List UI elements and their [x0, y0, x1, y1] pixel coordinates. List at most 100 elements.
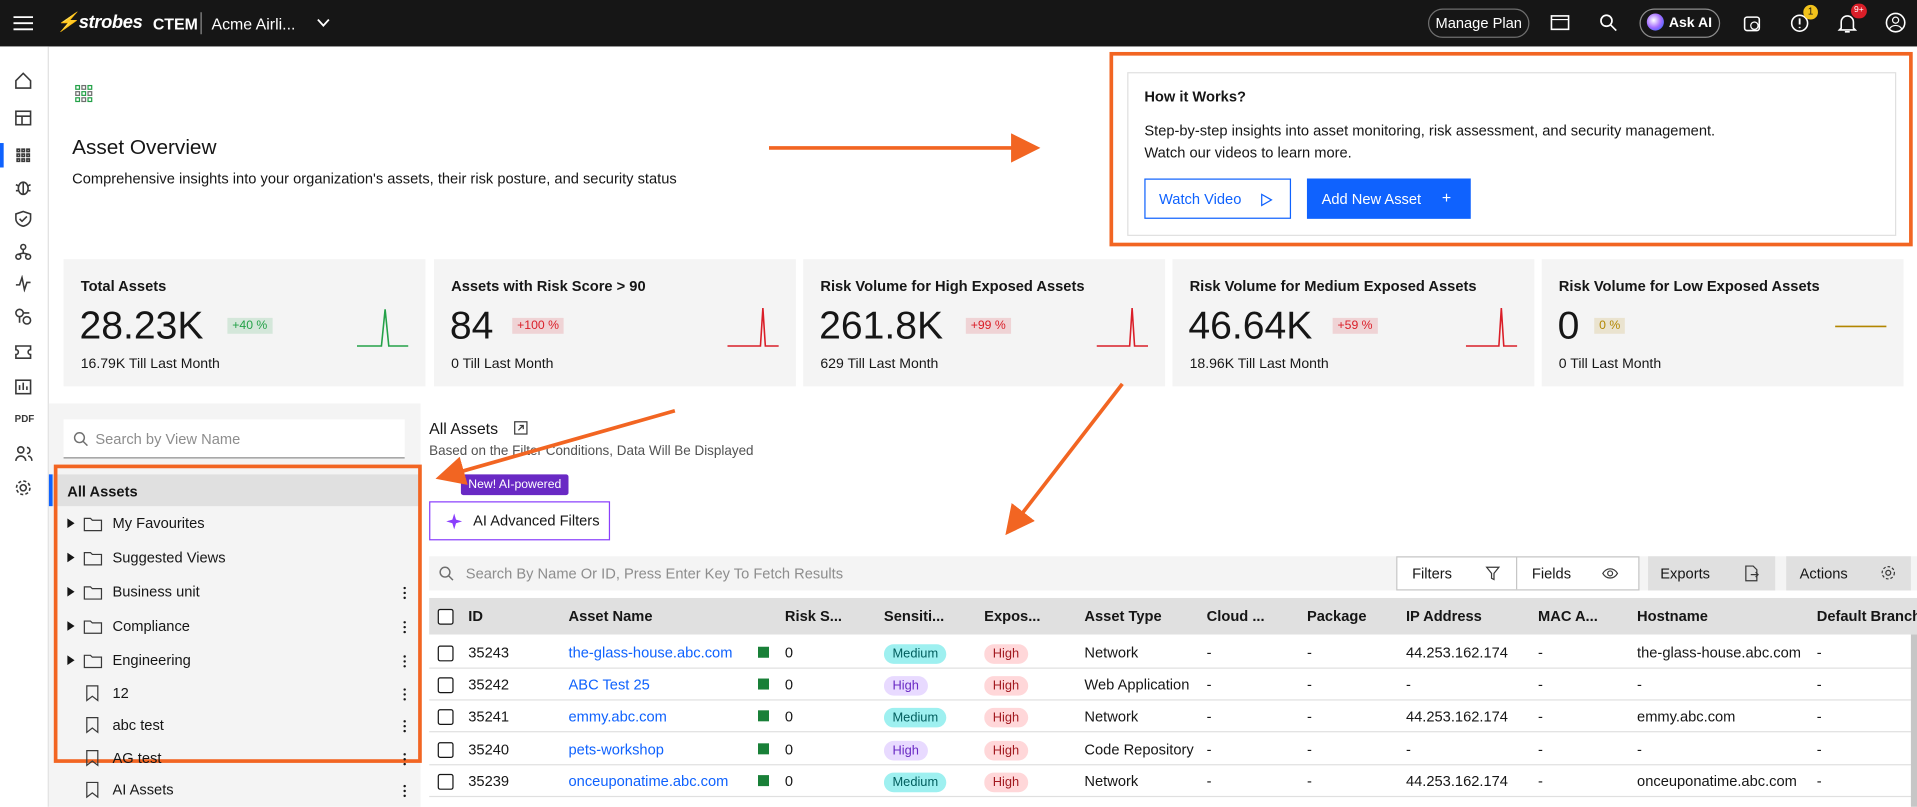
column-header[interactable]: MAC A...	[1538, 607, 1598, 625]
row-divider	[429, 699, 1917, 701]
nav-tickets[interactable]	[15, 345, 32, 360]
cell: Medium	[883, 637, 982, 669]
nav-settings[interactable]	[15, 479, 32, 496]
column-header[interactable]: Sensiti...	[883, 607, 945, 625]
cell: High	[984, 733, 1082, 765]
sparkline	[1465, 308, 1518, 347]
sparkle-icon	[446, 513, 463, 530]
checkbox[interactable]	[437, 677, 454, 694]
page-title: Asset Overview	[72, 135, 217, 159]
cell: -	[1538, 772, 1543, 790]
manage-plan-button[interactable]: Manage Plan	[1427, 8, 1530, 38]
exposure-chip: High	[984, 772, 1028, 792]
nav-compliance[interactable]	[15, 210, 32, 227]
nav-activity[interactable]	[15, 275, 32, 293]
nav-integrations[interactable]	[15, 308, 32, 325]
reports-icon[interactable]	[1742, 13, 1762, 33]
sparkline	[1096, 308, 1149, 347]
tree-item[interactable]: Compliance	[49, 609, 421, 643]
column-header[interactable]: ID	[468, 607, 483, 625]
tree-item[interactable]: AI Assets	[49, 773, 421, 807]
watch-video-button[interactable]: Watch Video	[1144, 178, 1292, 219]
column-header[interactable]: Package	[1306, 607, 1367, 625]
column-header[interactable]: Risk S...	[784, 607, 842, 625]
tree-item[interactable]: AG test	[49, 740, 421, 774]
tree-icon	[83, 620, 103, 634]
checkbox[interactable]	[437, 773, 454, 790]
tree-icon	[403, 621, 406, 634]
exports-button[interactable]: Exports	[1648, 556, 1776, 591]
tree-item[interactable]: Engineering	[49, 643, 421, 677]
tree-label: Business unit	[112, 583, 200, 601]
ask-ai-button[interactable]: Ask AI	[1639, 8, 1721, 38]
checkbox[interactable]	[437, 709, 454, 726]
asset-link[interactable]: ABC Test 25	[568, 676, 650, 694]
checkbox[interactable]	[437, 741, 454, 758]
add-icon: +	[1441, 188, 1452, 207]
tree-item[interactable]: Business unit	[49, 575, 421, 609]
how-it-works-line: Watch our videos to learn more.	[1144, 144, 1352, 162]
asset-link[interactable]: emmy.abc.com	[568, 708, 667, 726]
asset-link[interactable]: the-glass-house.abc.com	[568, 644, 733, 662]
scrollbar	[1910, 634, 1917, 807]
checkbox[interactable]	[437, 608, 454, 625]
tree-item[interactable]: abc test	[49, 708, 421, 742]
nav-reports[interactable]	[15, 379, 32, 395]
column-header[interactable]: Hostname	[1637, 607, 1708, 625]
brand-logo[interactable]: ⚡strobes	[56, 12, 143, 34]
nav-active-indicator	[0, 143, 4, 168]
profile-icon[interactable]	[1885, 12, 1906, 33]
cell: -	[1306, 740, 1312, 758]
tree-icon	[83, 586, 103, 600]
column-header[interactable]: Default Branch	[1816, 607, 1917, 625]
column-header[interactable]: IP Address	[1405, 607, 1482, 625]
nav-users[interactable]	[15, 445, 33, 462]
tree-item[interactable]: Suggested Views	[49, 540, 421, 574]
cell: -	[1816, 740, 1822, 758]
ai-filters-button[interactable]: AI Advanced Filters	[429, 501, 611, 541]
how-it-works-title: How it Works?	[1144, 88, 1246, 106]
views-root[interactable]: All Assets	[48, 474, 421, 507]
add-asset-button[interactable]: Add New Asset +	[1306, 178, 1471, 219]
column-header[interactable]: Asset Name	[568, 607, 653, 625]
table-search-placeholder[interactable]: Search By Name Or ID, Press Enter Key To…	[465, 564, 844, 582]
asset-link[interactable]: onceuponatime.abc.com	[568, 772, 729, 790]
cell: emmy.abc.com	[1637, 708, 1736, 726]
nav-pdf[interactable]: PDF	[14, 413, 35, 425]
actions-button[interactable]: Actions	[1786, 556, 1911, 591]
play-icon	[1261, 193, 1273, 207]
nav-assets[interactable]	[15, 147, 32, 164]
column-header[interactable]: Cloud ...	[1206, 607, 1265, 625]
nav-dashboard[interactable]	[15, 110, 32, 126]
risk-indicator	[757, 646, 770, 658]
nav-home[interactable]	[15, 72, 32, 89]
export-icon	[1745, 565, 1759, 582]
checkbox[interactable]	[437, 645, 454, 662]
billing-icon[interactable]	[1550, 15, 1570, 31]
column-header[interactable]: Asset Type	[1084, 607, 1162, 625]
search-icon[interactable]	[1599, 13, 1617, 32]
column-header[interactable]: Expos...	[984, 607, 1041, 625]
org-selector[interactable]: Acme Airli...	[211, 14, 296, 34]
views-search[interactable]: Search by View Name	[63, 419, 405, 459]
product[interactable]: CTEM	[152, 14, 198, 34]
chevron[interactable]	[317, 18, 330, 28]
tree-item[interactable]: My Favourites	[49, 506, 421, 540]
alerts-icon[interactable]	[1790, 13, 1810, 33]
nav-topology[interactable]	[15, 243, 32, 260]
expand-icon[interactable]	[513, 421, 528, 436]
asset-link[interactable]: pets-workshop	[568, 740, 664, 758]
cell: Medium	[883, 765, 982, 797]
cell: -	[1816, 644, 1822, 662]
menu-icon[interactable]	[13, 15, 34, 32]
filters-button[interactable]: Filters	[1412, 564, 1453, 582]
tree-icon	[86, 717, 99, 734]
cell: -	[1405, 740, 1411, 758]
card-value: 84	[449, 303, 494, 348]
cell: -	[1206, 708, 1212, 726]
tree-item[interactable]: 12	[49, 676, 421, 710]
notifications-icon[interactable]	[1837, 13, 1858, 34]
fields-button[interactable]: Fields	[1531, 564, 1572, 582]
nav-vulnerabilities[interactable]	[15, 178, 32, 196]
